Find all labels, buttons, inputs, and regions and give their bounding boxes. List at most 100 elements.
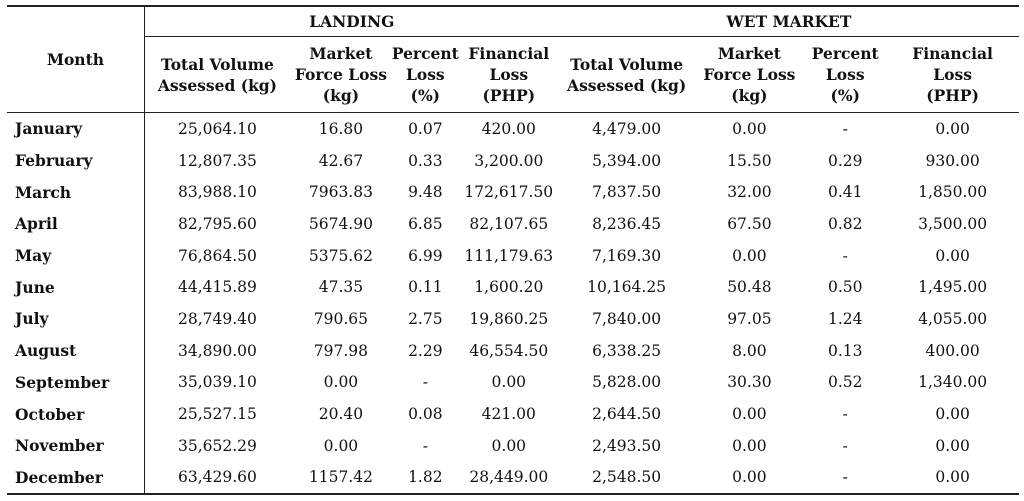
table-cell: 34,890.00 <box>177 341 257 360</box>
table-cell: 0.50 <box>827 278 863 297</box>
header-line: (%) <box>830 86 860 105</box>
wet-market-percent-loss-header: Percent Loss (%) <box>804 36 887 113</box>
month-cell: January <box>7 112 145 145</box>
month-cell: July <box>7 303 145 335</box>
table-cell: 28,449.00 <box>458 461 559 496</box>
month-cell: March <box>7 176 145 209</box>
landing-total-volume-header: Total Volume Assessed (kg) <box>144 36 291 113</box>
table-cell: 6.99 <box>408 246 443 265</box>
wet-market-financial-loss-header: Financial Loss (PHP) <box>886 36 1019 113</box>
table-cell: 47.35 <box>318 278 364 297</box>
table-cell: 19,860.25 <box>469 309 549 328</box>
table-cell: 930.00 <box>925 151 980 170</box>
month-cell: June <box>7 271 145 304</box>
landing-financial-loss-header: Financial Loss (PHP) <box>458 36 559 113</box>
table-cell: 0.00 <box>491 436 527 455</box>
table-row: April 82,795.60 5674.90 6.85 82,107.65 8,236.… <box>7 208 1019 240</box>
table-cell: 5,828.00 <box>592 373 662 392</box>
table-cell: 10,164.25 <box>587 278 667 297</box>
table-cell: 9.48 <box>408 183 443 202</box>
table-cell: 63,429.60 <box>144 461 291 496</box>
table-cell: 7963.83 <box>308 183 373 202</box>
table-cell: 0.00 <box>935 436 970 455</box>
header-line: Total Volume <box>570 54 684 74</box>
table-row: January 25,064.10 16.80 0.07 420.00 4,479.00 0… <box>7 112 1019 145</box>
table-cell: 25,527.15 <box>177 405 257 424</box>
header-line: Financial <box>468 44 550 63</box>
table-row: February 12,807.35 42.67 0.33 3,200.00 5,394.… <box>7 144 1019 177</box>
header-line: Loss <box>825 65 865 84</box>
table-cell: 2.29 <box>408 341 443 360</box>
table-cell: - <box>422 373 428 392</box>
table-cell: 0.00 <box>732 119 767 138</box>
table-cell: 16.80 <box>318 119 364 138</box>
table-cell: - <box>842 246 848 265</box>
month-cell: October <box>7 398 145 430</box>
table-cell: 0.52 <box>827 373 863 392</box>
table-cell: 0.00 <box>491 373 527 392</box>
header-line: (PHP) <box>482 86 536 105</box>
table-cell: 20.40 <box>318 405 364 424</box>
table-cell: 0.00 <box>935 119 970 138</box>
table-cell: - <box>422 436 428 455</box>
table-cell: 0.00 <box>935 405 970 424</box>
table-cell: - <box>842 405 848 424</box>
table-cell: 0.29 <box>827 151 863 170</box>
table-cell: 0.00 <box>886 461 1019 496</box>
month-cell: November <box>7 429 145 462</box>
table-cell: 0.41 <box>827 183 863 202</box>
table-cell: 1,495.00 <box>918 278 988 297</box>
table-cell: 6,338.25 <box>592 341 662 360</box>
table-cell: 8,236.45 <box>592 214 662 233</box>
table-row: May 76,864.50 5375.62 6.99 111,179.63 7,169.3… <box>7 239 1019 272</box>
table-cell: 1157.42 <box>290 461 392 496</box>
table-cell: 35,039.10 <box>177 373 257 392</box>
table-cell: 790.65 <box>313 309 369 328</box>
table-cell: 0.07 <box>408 119 443 138</box>
table-cell: 2,493.50 <box>592 436 662 455</box>
table-cell: 7,840.00 <box>592 309 662 328</box>
table-row: August 34,890.00 797.98 2.29 46,554.50 6,338.… <box>7 334 1019 367</box>
table-cell: 400.00 <box>925 341 980 360</box>
table-cell: 2,644.50 <box>592 405 662 424</box>
header-line: (%) <box>410 86 441 105</box>
table-cell: 15.50 <box>727 151 772 170</box>
table-cell: 0.82 <box>827 214 863 233</box>
table-cell: 420.00 <box>481 119 536 138</box>
header-line: Force Loss <box>294 65 387 84</box>
month-header: Month <box>7 5 145 113</box>
table-cell: 0.00 <box>694 461 805 496</box>
table-cell: 5,394.00 <box>592 151 662 170</box>
month-cell: May <box>7 239 145 272</box>
wet-market-market-force-loss-header: Market Force Loss (kg) <box>694 36 805 113</box>
table-cell: 82,795.60 <box>177 214 257 233</box>
month-cell: September <box>7 366 145 399</box>
table-cell: 2,548.50 <box>558 461 695 496</box>
table-cell: 4,055.00 <box>918 309 988 328</box>
month-cell: August <box>7 334 145 367</box>
table-cell: 111,179.63 <box>464 246 554 265</box>
table-cell: 0.00 <box>935 246 970 265</box>
table-cell: - <box>842 436 848 455</box>
table-cell: 83,988.10 <box>177 183 257 202</box>
table-cell: 76,864.50 <box>177 246 257 265</box>
table-row: September 35,039.10 0.00 - 0.00 5,828.00 30.30… <box>7 366 1019 399</box>
table-cell: 28,749.40 <box>177 309 257 328</box>
table-cell: 0.08 <box>408 405 443 424</box>
table-cell: 7,837.50 <box>592 183 662 202</box>
header-line: Loss <box>405 65 445 84</box>
table-row: December 63,429.60 1157.42 1.82 28,449.00 2,5… <box>7 461 1019 496</box>
table-cell: 5375.62 <box>308 246 373 265</box>
table-row: October 25,527.15 20.40 0.08 421.00 2,644.50 0… <box>7 398 1019 430</box>
table-cell: 172,617.50 <box>464 183 554 202</box>
landing-market-force-loss-header: Market Force Loss (kg) <box>290 36 392 113</box>
header-line: Percent <box>391 44 459 63</box>
header-line: (kg) <box>731 86 768 105</box>
table-row: June 44,415.89 47.35 0.11 1,600.20 10,164.25 5… <box>7 271 1019 304</box>
table-cell: 67.50 <box>727 214 772 233</box>
group-header-wet-market: WET MARKET <box>558 5 1019 37</box>
table-cell: 82,107.65 <box>469 214 549 233</box>
table-cell: 30.30 <box>727 373 772 392</box>
table-cell: 0.13 <box>827 341 863 360</box>
table-cell: 42.67 <box>318 151 364 170</box>
